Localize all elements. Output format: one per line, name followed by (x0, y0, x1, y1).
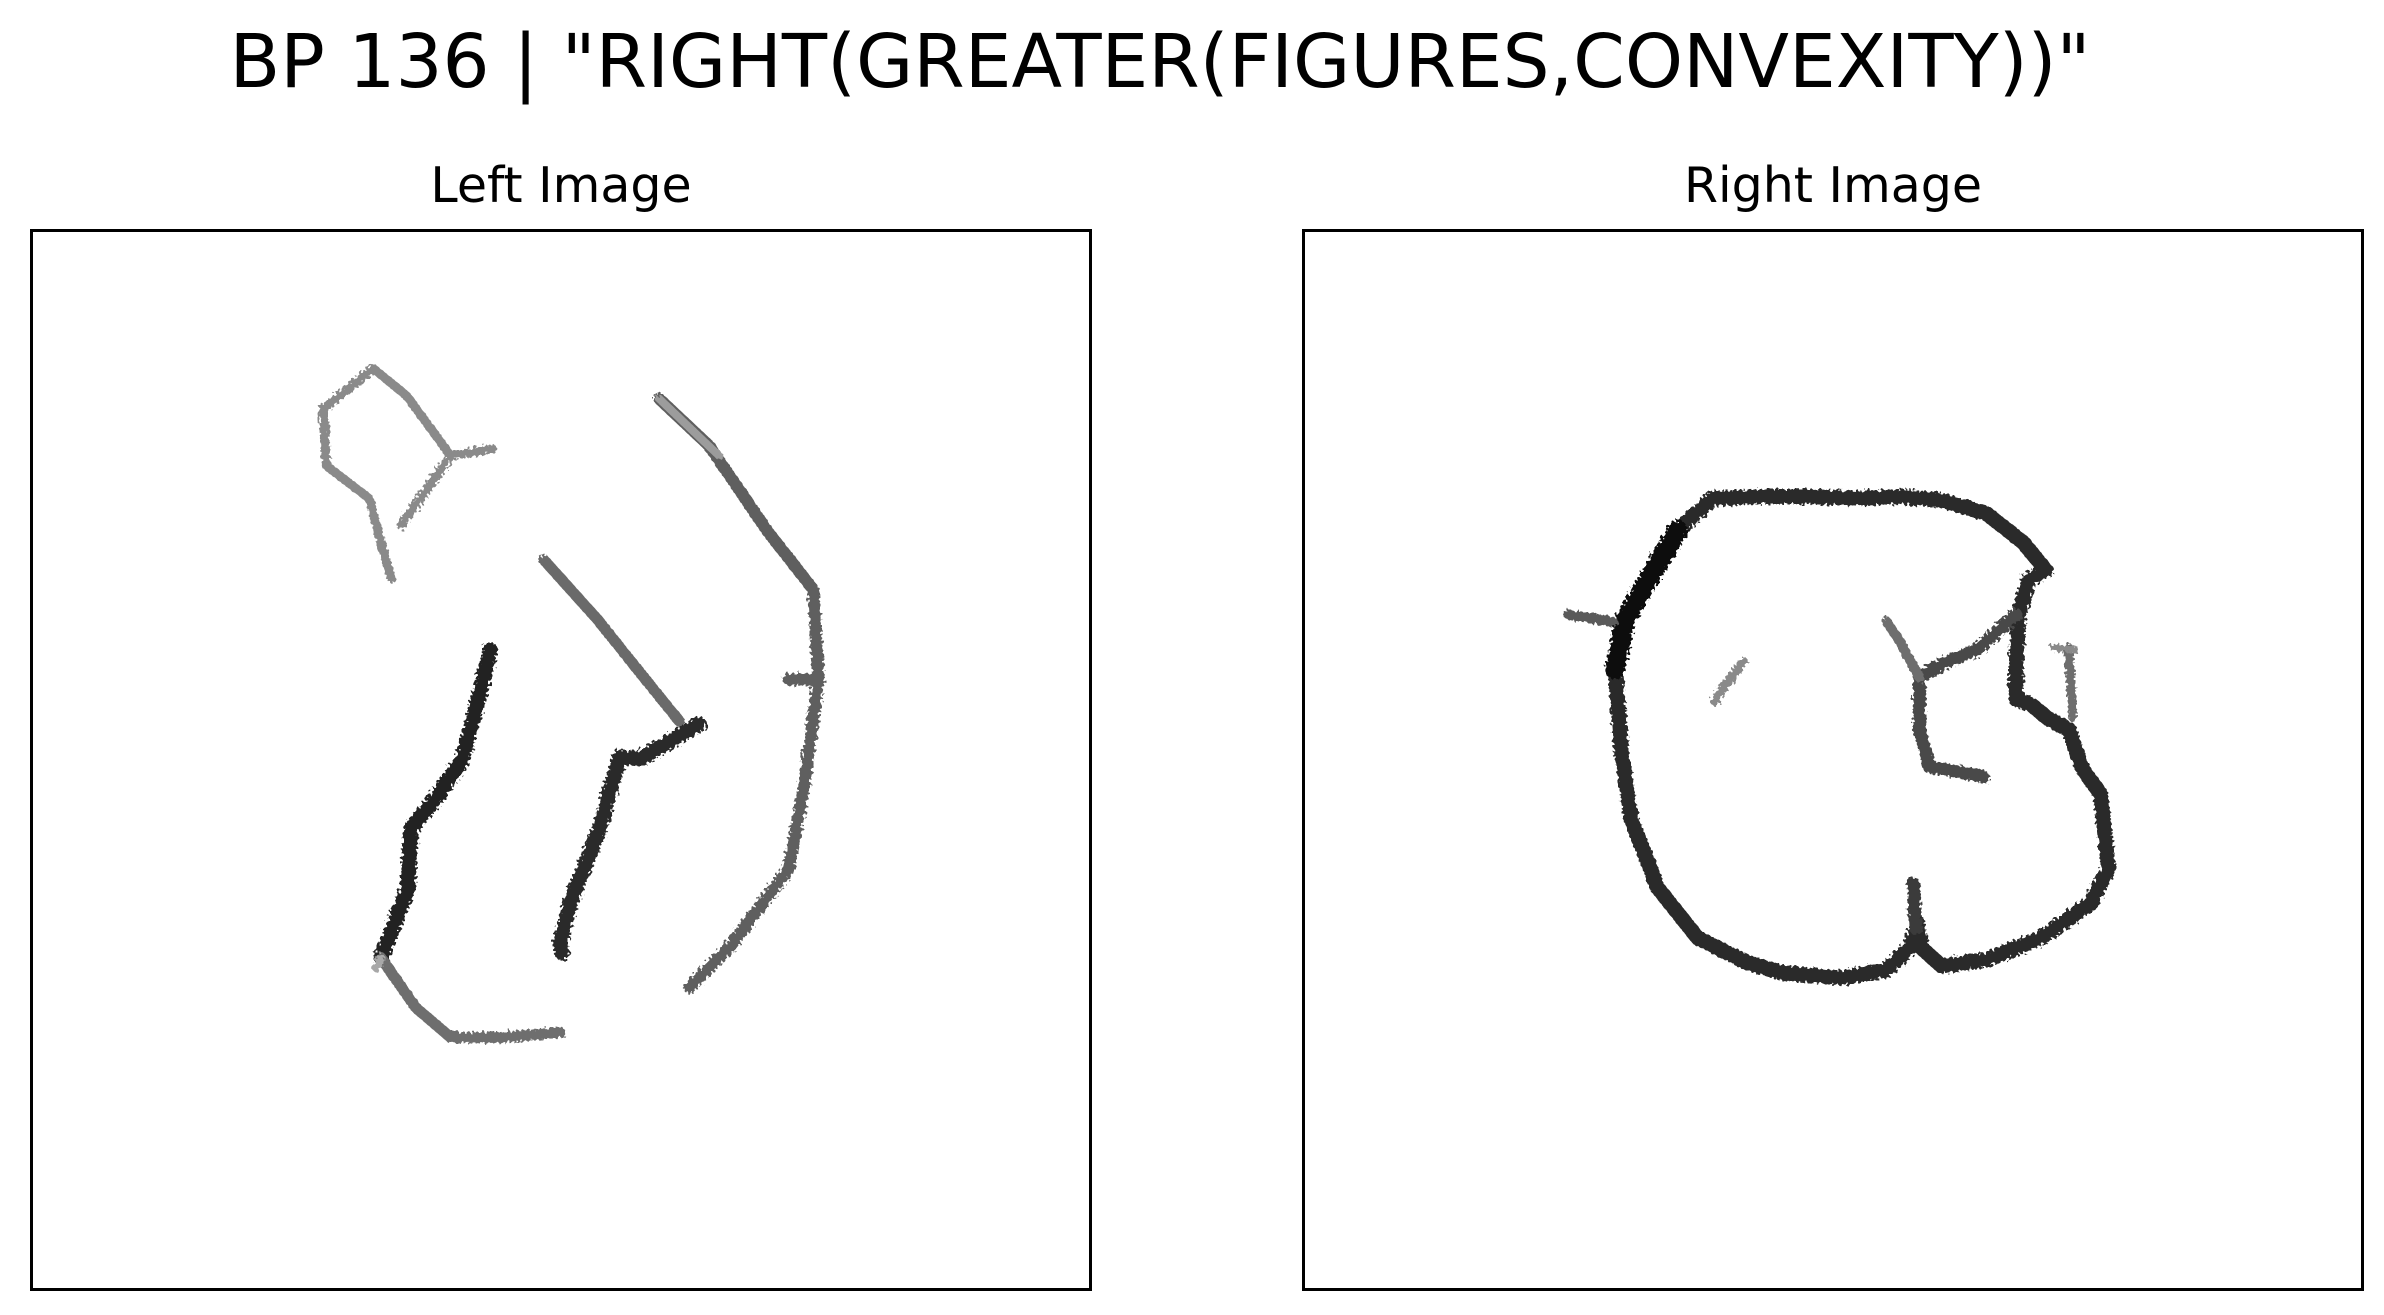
diagonal-stroke (538, 554, 685, 727)
contour-stroke (1607, 489, 2116, 986)
left-spur-stroke (1563, 609, 1619, 627)
zigzag-stroke (552, 716, 707, 961)
contour-left-dark (1605, 520, 1688, 680)
right-panel-title: Right Image (1683, 157, 1983, 214)
right-small-spur (2049, 644, 2080, 654)
inner-notch-spur (1881, 616, 1925, 683)
left-panel-title: Left Image (430, 157, 692, 214)
right-tick-stroke (2064, 643, 2078, 722)
left-curve-tail-faint (372, 953, 386, 972)
triangle-stroke (318, 363, 497, 583)
left-curve-stroke (373, 642, 498, 966)
long-arc-stroke-start (655, 395, 724, 460)
long-arc-stroke (653, 393, 825, 994)
figure-title: BP 136 | "RIGHT(GREATER(FIGURES,CONVEXIT… (229, 19, 2091, 105)
bottom-spur-stroke (1907, 876, 1922, 935)
small-mark-stroke (1710, 657, 1748, 706)
left-sketch (318, 363, 825, 1043)
inner-notch-stroke (1913, 608, 2023, 784)
right-image-panel (1302, 229, 2364, 1291)
left-image-panel (30, 229, 1092, 1291)
left-curve-tail (375, 952, 566, 1043)
right-sketch (1563, 489, 2116, 986)
